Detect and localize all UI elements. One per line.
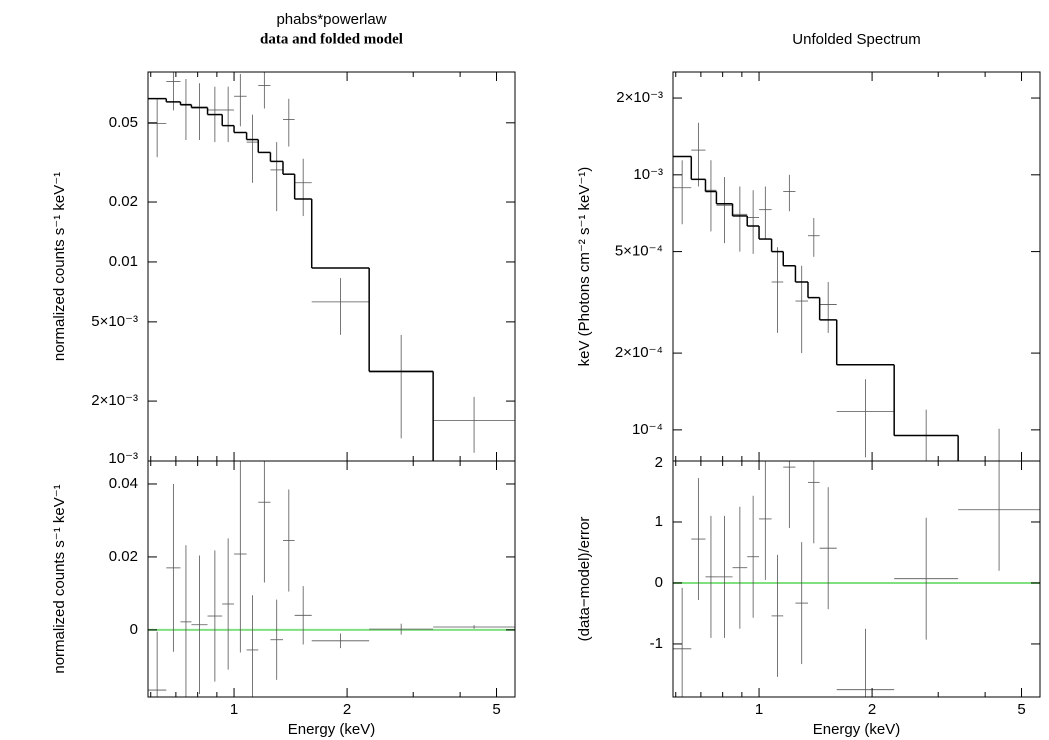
plot-area <box>148 72 515 461</box>
y-axis-label: normalized counts s⁻¹ keV⁻¹ <box>51 172 68 361</box>
y-tick-label: 0 <box>655 574 663 591</box>
x-tick-label: 5 <box>1017 701 1025 718</box>
y-axis-label: (data−model)/error <box>576 517 593 642</box>
chart-title: phabs*powerlaw <box>276 11 386 28</box>
x-tick-label: 2 <box>343 701 351 718</box>
y-tick-label: 0.05 <box>109 114 138 131</box>
panel-frame <box>147 460 516 698</box>
y-axis-label: normalized counts s⁻¹ keV⁻¹ <box>51 484 68 673</box>
plot-area <box>148 461 515 697</box>
y-tick-label: 1 <box>655 513 663 530</box>
x-axis-label: Energy (keV) <box>288 721 376 738</box>
y-tick-label: 10⁻³ <box>633 166 663 183</box>
panel-frame <box>672 71 1041 462</box>
x-tick-label: 1 <box>755 701 763 718</box>
y-tick-label: 0.04 <box>109 475 138 492</box>
x-tick-label: 1 <box>230 701 238 718</box>
y-tick-label: 2 <box>655 454 663 471</box>
x-tick-label: 5 <box>492 701 500 718</box>
x-axis-label: Energy (keV) <box>813 721 901 738</box>
y-tick-label: 5×10⁻⁴ <box>615 243 663 260</box>
chart-subtitle: data and folded model <box>260 31 403 47</box>
y-tick-label: -1 <box>650 635 663 652</box>
plot-area <box>673 461 1040 697</box>
y-tick-label: 10⁻⁴ <box>632 421 663 438</box>
y-axis-label: keV (Photons cm⁻² s⁻¹ keV⁻¹) <box>576 167 593 367</box>
panel-frame <box>147 71 516 462</box>
y-tick-label: 10⁻³ <box>108 450 138 467</box>
y-tick-label: 0.01 <box>109 253 138 270</box>
x-tick-label: 2 <box>868 701 876 718</box>
panel-frame <box>672 460 1041 698</box>
chart-title: Unfolded Spectrum <box>792 31 920 48</box>
y-tick-label: 0.02 <box>109 193 138 210</box>
y-tick-label: 2×10⁻³ <box>91 392 138 409</box>
y-tick-label: 2×10⁻³ <box>616 89 663 106</box>
y-tick-label: 0.02 <box>109 548 138 565</box>
y-tick-label: 0 <box>130 621 138 638</box>
plot-area <box>673 122 1000 461</box>
y-tick-label: 5×10⁻³ <box>91 313 138 330</box>
y-tick-label: 2×10⁻⁴ <box>615 344 663 361</box>
